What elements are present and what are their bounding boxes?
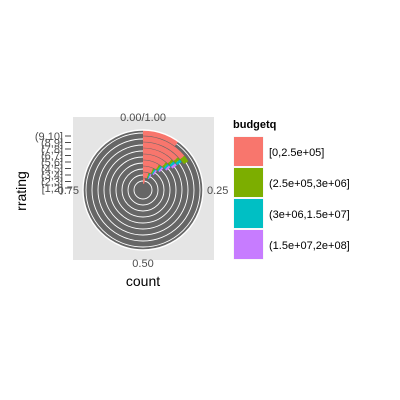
category-tick-label: (3,4] [41, 170, 63, 182]
bar-segment [148, 173, 152, 180]
bar-segment [158, 167, 164, 173]
theta-tick-label: 0.50 [132, 258, 153, 270]
legend-label: (2.5e+05,3e+06] [269, 178, 350, 190]
category-tick-label: (2,3] [41, 177, 63, 189]
bar-segment [151, 169, 156, 175]
outer-ring [82, 129, 204, 251]
category-tick-label: (8,9] [41, 138, 63, 150]
bar-segment [169, 161, 176, 167]
legend: budgetq [0,2.5e+05] (2.5e+05,3e+06] (3e+06… [232, 119, 350, 261]
bar-segment [156, 164, 161, 171]
y-axis-title: rrating [13, 171, 29, 211]
bar-segment [152, 169, 157, 176]
theta-tick-label: 0.75 [58, 185, 79, 197]
bar-segment [143, 172, 149, 179]
category-tick-label: (7,8] [41, 144, 63, 156]
legend-swatch [234, 199, 263, 228]
bar-segment [165, 165, 171, 171]
category-tick-label: [1,2] [42, 183, 63, 195]
legend-title: budgetq [233, 119, 276, 131]
bar-segment [173, 157, 180, 164]
theta-tick-label: 0.00/1.00 [120, 112, 166, 124]
legend-label: [0,2.5e+05] [269, 147, 324, 159]
theta-tick-label: 0.25 [207, 185, 228, 197]
bar-segment [143, 148, 172, 164]
theta-tick-labels: 0.00/1.00 0.25 0.50 0.75 [58, 112, 229, 270]
bar-segment [143, 136, 185, 160]
legend-swatch [234, 230, 263, 259]
bar-segment [147, 173, 151, 179]
bar-segment [143, 142, 178, 162]
bar-segment [143, 154, 166, 167]
bar-segment [163, 163, 170, 170]
legend-swatch [234, 137, 263, 166]
x-axis-title: count [126, 273, 160, 289]
bar-segment [167, 159, 174, 166]
bar-segment [175, 159, 182, 166]
bar-segment [150, 168, 155, 174]
bar-segment [146, 173, 150, 179]
bar-segment [143, 178, 146, 184]
bar-segment [170, 163, 177, 169]
category-tick-labels: [1,2](2,3](3,4](4,5](5,6](6,7](7,8](8,9]… [35, 131, 71, 195]
legend-swatch [234, 168, 263, 197]
bar-segment [180, 155, 189, 165]
bar-segment [143, 130, 179, 147]
bars [143, 130, 189, 184]
bar-segment [157, 165, 162, 172]
bar-segment [143, 166, 154, 174]
category-tick-label: (4,5] [41, 164, 63, 176]
legend-label: (1.5e+07,2e+08] [269, 240, 350, 252]
legend-label: (3e+06,1.5e+07] [269, 209, 350, 221]
category-tick-label: (6,7] [41, 151, 63, 163]
category-tick-label: (9,10] [35, 131, 63, 143]
category-tick-label: (5,6] [41, 157, 63, 169]
bar-segment [143, 160, 159, 170]
bar-segment [162, 162, 168, 168]
